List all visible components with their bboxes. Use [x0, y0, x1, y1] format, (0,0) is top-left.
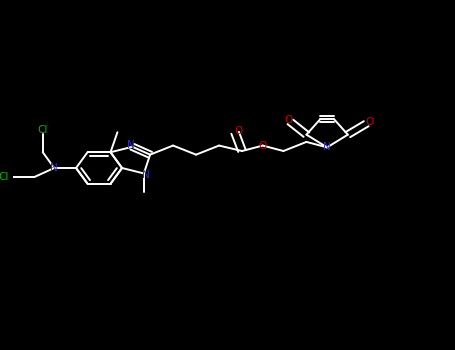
Text: N: N	[127, 140, 135, 150]
Text: O: O	[235, 126, 243, 136]
Text: O: O	[365, 117, 374, 127]
Text: N: N	[142, 170, 150, 180]
Text: Cl: Cl	[37, 125, 48, 135]
Text: O: O	[258, 141, 267, 150]
Text: O: O	[284, 115, 292, 125]
Text: N: N	[323, 142, 331, 152]
Text: Cl: Cl	[0, 172, 9, 182]
Text: N: N	[51, 163, 58, 173]
